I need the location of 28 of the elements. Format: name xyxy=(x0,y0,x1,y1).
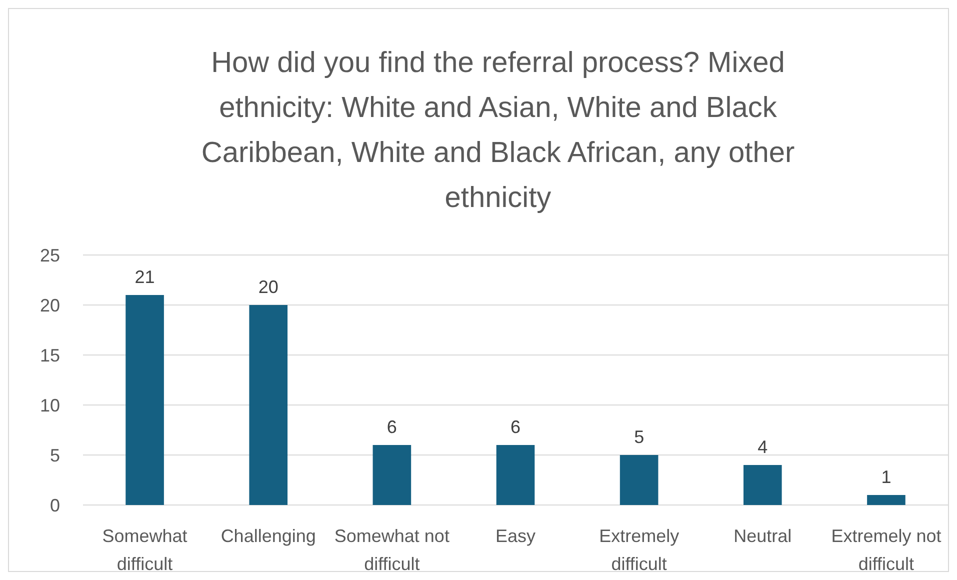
bar xyxy=(372,445,412,505)
bar xyxy=(867,495,906,505)
bar xyxy=(249,305,288,505)
data-label: 6 xyxy=(510,417,521,437)
bar xyxy=(126,295,164,505)
y-tick-label: 0 xyxy=(50,495,60,516)
data-label: 21 xyxy=(134,267,155,287)
x-tick-label: Somewhat difficult xyxy=(102,526,188,574)
data-label: 1 xyxy=(881,467,892,487)
bar xyxy=(496,445,535,505)
y-tick-label: 5 xyxy=(50,445,60,466)
x-tick-label: Easy xyxy=(495,526,536,546)
x-tick-label: Extremely not difficult xyxy=(831,526,942,574)
chart-title: How did you find the referral process? Mixed ethnicity: White and Asian, White and Black Caribbean, White and Black African, any other ethnicity xyxy=(201,47,795,214)
y-tick-label: 10 xyxy=(40,395,60,416)
bar xyxy=(620,455,658,505)
data-label: 4 xyxy=(758,437,768,457)
y-tick-label: 20 xyxy=(40,295,60,316)
data-label: 6 xyxy=(386,417,397,437)
x-tick-label: Challenging xyxy=(220,526,316,546)
y-tick-label: 15 xyxy=(40,345,60,366)
data-label: 5 xyxy=(634,427,644,447)
bar xyxy=(743,465,782,505)
data-label: 20 xyxy=(258,277,278,297)
y-tick-label: 25 xyxy=(40,245,60,266)
x-tick-label: Neutral xyxy=(734,526,792,546)
x-tick-label: Somewhat not difficult xyxy=(334,526,450,574)
x-tick-label: Extremely difficult xyxy=(599,526,680,574)
